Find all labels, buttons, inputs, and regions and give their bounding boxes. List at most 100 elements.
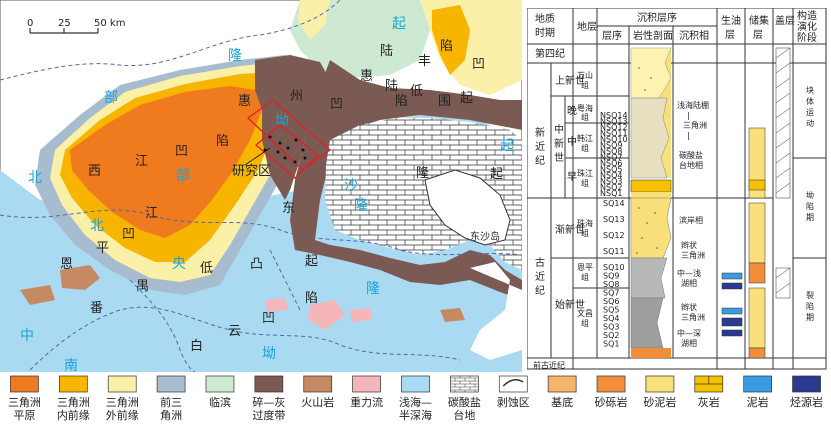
legend-label: 剥蚀区 xyxy=(497,395,530,409)
map-label: 恩 xyxy=(60,257,73,272)
legend-swatch xyxy=(547,375,577,393)
period-neogene-1: 新 xyxy=(535,126,545,139)
facies-label: 中—深 xyxy=(677,328,701,338)
pre-paleogene-label: 前古近纪 xyxy=(533,360,565,370)
stratigraphic-column: 地质 时期 地层 沉积层序 层序 岩性剖面 沉积相 生油 层 储集 层 盖层 构… xyxy=(527,8,827,370)
map-label: 陆 xyxy=(380,43,393,59)
map-label: 起 xyxy=(500,138,514,154)
map-label: 白 xyxy=(190,338,203,354)
formation-zhuhai-1: 珠海 xyxy=(577,218,593,228)
map-label: 隆 xyxy=(228,48,242,64)
legend-label: 砂砾岩 xyxy=(595,395,628,409)
map-label: 陷 xyxy=(395,94,408,109)
sequence-label: SQ14 xyxy=(603,199,625,208)
study-area xyxy=(244,99,332,179)
legend-label: 砂泥岩 xyxy=(643,395,676,409)
formation-hanjiang-2: 组 xyxy=(581,143,589,153)
header-reservoir-2: 层 xyxy=(753,29,763,41)
map-label: 隆 xyxy=(354,198,368,214)
header-seal: 盖层 xyxy=(775,14,795,27)
legend-item-erosion-area: 剥蚀区 xyxy=(497,375,530,409)
formation-yuehai-1: 粤海 xyxy=(577,103,593,113)
formation-zhujiang-2: 组 xyxy=(581,178,589,188)
gravity-flow-region xyxy=(308,300,345,330)
map-label: 南 xyxy=(64,358,78,372)
epoch-miocene-2: 新 xyxy=(554,137,564,150)
legend-swatch xyxy=(58,375,88,393)
legend-swatch xyxy=(352,375,381,393)
legend-swatch xyxy=(743,375,773,393)
map-label: 凹 xyxy=(122,227,135,242)
erosion-area-region xyxy=(424,169,511,246)
map-label: 隆 xyxy=(366,281,380,297)
header-age-1: 地质 xyxy=(535,12,555,25)
period-neogene-3: 纪 xyxy=(535,155,545,167)
legend-label: 临滨 xyxy=(209,395,231,409)
tectonic-stages: 块体 运动 坳陷 期 裂陷 期 xyxy=(806,85,814,322)
legend-item-conglomerate: 砂砾岩 xyxy=(595,375,628,409)
legend-label: 三角洲 xyxy=(8,396,41,409)
subepoch-middle: 中 xyxy=(567,135,577,148)
volcanic-region xyxy=(60,265,100,290)
legend-item-sandy-mudstone: 砂泥岩 xyxy=(643,375,676,409)
quaternary-label: 第四纪 xyxy=(535,47,565,60)
formation-wanshan-2: 组 xyxy=(581,80,589,90)
header-seq-sub: 层序 xyxy=(602,29,622,42)
basin-boundary-line xyxy=(0,209,522,256)
map-label: 江 xyxy=(145,206,158,221)
sequence-label: SQ3 xyxy=(603,323,619,332)
sequence-label: NSQ4 xyxy=(600,171,622,180)
legend-swatch xyxy=(596,375,626,393)
formation-enping-2: 组 xyxy=(581,272,589,282)
legend-label: 重力流 xyxy=(350,395,383,409)
sequence-labels: NSQ14NSQ13NSQ12NSQ11NSQ10NSQ9NSQ8NSQ7NSQ… xyxy=(600,111,628,349)
legend-swatch xyxy=(107,375,137,393)
formation-zhuhai-2: 组 xyxy=(581,228,589,238)
sequence-label: SQ11 xyxy=(603,247,625,256)
facies-label: 湖相 xyxy=(681,338,697,348)
svg-text:块: 块 xyxy=(806,85,814,95)
sequence-label: SQ10 xyxy=(603,263,625,272)
map-label: 中 xyxy=(20,328,34,344)
sequence-label: NSQ5 xyxy=(600,165,622,174)
reservoir-column xyxy=(748,127,766,359)
legend-label: 角洲 xyxy=(160,409,182,422)
legend-label: 三角洲 xyxy=(106,396,139,409)
header-formation: 地层 xyxy=(577,20,597,33)
header-sequence: 沉积层序 xyxy=(637,11,677,24)
legend-label: 火山岩 xyxy=(301,395,334,409)
map-label: 惠 xyxy=(360,69,373,84)
sequence-label: NSQ3 xyxy=(600,177,622,186)
paleogeographic-map: 0 25 50 km 起 隆 部 北 起 陆 丰 凹 陷 惠 陆 低 惠 州 凹… xyxy=(0,0,522,372)
svg-text:运: 运 xyxy=(806,108,814,117)
svg-text:陷: 陷 xyxy=(806,301,814,311)
svg-text:裂: 裂 xyxy=(806,290,814,300)
formation-wanshan-1: 万山 xyxy=(577,70,593,80)
legend-swatch xyxy=(498,375,528,393)
header-reservoir-1: 储集 xyxy=(749,14,769,27)
sequence-label: NSQ7 xyxy=(600,153,622,162)
epoch-miocene-3: 世 xyxy=(554,152,564,164)
map-label: 北 xyxy=(28,170,42,186)
header-age-2: 时期 xyxy=(535,27,555,39)
legend-label: 碳酸盐 xyxy=(448,395,481,409)
legend-swatch xyxy=(303,375,333,393)
sequence-label: SQ5 xyxy=(603,306,619,315)
facies-label: 辫状 xyxy=(681,240,697,250)
map-label: 凹 xyxy=(330,97,343,112)
map-label: 番 xyxy=(90,301,103,316)
legend-label: 浅海— xyxy=(399,395,432,409)
sequence-label: NSQ1 xyxy=(600,189,622,198)
sequence-label: SQ8 xyxy=(603,280,619,289)
sequence-label: NSQ13 xyxy=(600,117,628,126)
seal-column xyxy=(775,47,791,299)
map-label: 陷 xyxy=(216,134,229,149)
legend-item-basement: 基底 xyxy=(547,375,577,409)
formation-wenchang-2: 组 xyxy=(581,318,589,328)
header-source-2: 层 xyxy=(725,29,735,41)
sequence-label: NSQ11 xyxy=(600,129,628,138)
map-label: 起 xyxy=(305,254,318,269)
source-layer-column xyxy=(721,272,743,337)
